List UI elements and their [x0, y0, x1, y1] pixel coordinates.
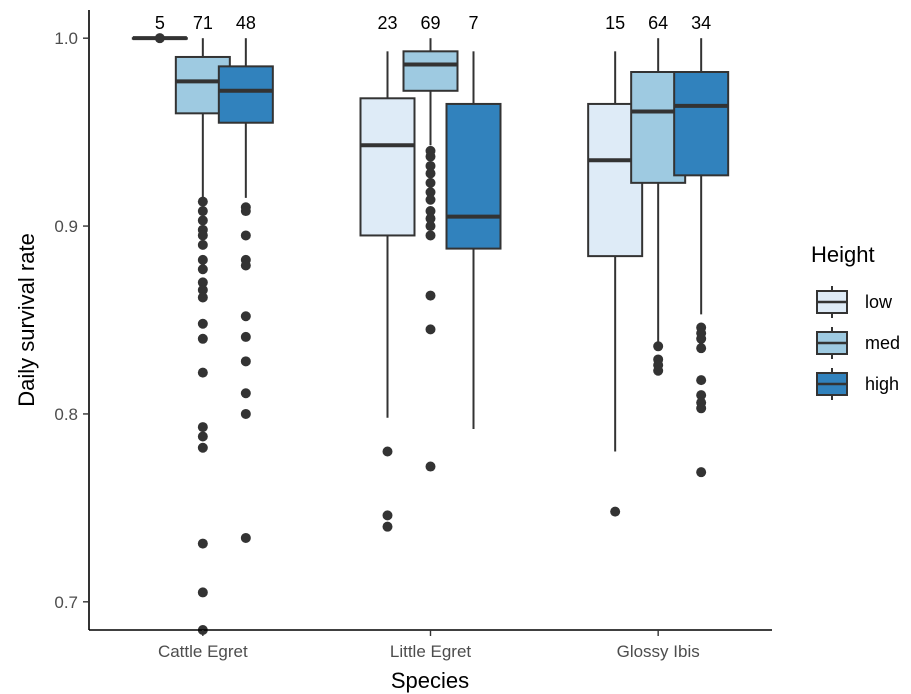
outlier-point — [197, 587, 208, 598]
outlier-point — [197, 196, 208, 207]
outlier-point — [240, 388, 251, 399]
outlier-point — [240, 532, 251, 543]
outlier-point — [696, 467, 707, 478]
y-tick-label: 0.9 — [54, 217, 78, 236]
outlier-point — [425, 168, 436, 179]
box-glossy-ibis-high — [673, 38, 730, 478]
count-label: 7 — [468, 13, 478, 33]
outlier-point — [197, 422, 208, 433]
outlier-point — [197, 277, 208, 288]
outlier-point — [382, 521, 393, 532]
x-axis-ticks: Cattle Egret Little Egret Glossy Ibis — [158, 630, 700, 661]
outlier-point — [197, 333, 208, 344]
x-tick-label: Cattle Egret — [158, 642, 248, 661]
outlier-point — [240, 356, 251, 367]
y-axis-title: Daily survival rate — [14, 233, 39, 407]
outlier-point — [425, 151, 436, 162]
legend-item-med: med — [816, 327, 900, 359]
box-iqr — [673, 71, 730, 177]
outlier-point — [696, 390, 707, 401]
box-cattle-egret-high — [217, 38, 274, 543]
outlier-point — [197, 318, 208, 329]
y-tick-label: 0.8 — [54, 405, 78, 424]
x-axis-title: Species — [391, 668, 469, 693]
outlier-point — [696, 403, 707, 414]
box-cattle-egret-med — [174, 38, 231, 635]
outlier-point — [197, 442, 208, 453]
legend-title: Height — [811, 242, 875, 267]
outlier-point — [197, 254, 208, 265]
outlier-point — [425, 461, 436, 472]
outlier-point — [425, 206, 436, 217]
y-axis-ticks: 0.7 0.8 0.9 1.0 — [54, 29, 89, 612]
outlier-point — [240, 260, 251, 271]
count-label: 69 — [420, 13, 440, 33]
legend-item-high: high — [816, 368, 899, 400]
count-label: 64 — [648, 13, 668, 33]
outlier-point — [425, 230, 436, 241]
outlier-point — [653, 341, 664, 352]
x-tick-label: Little Egret — [390, 642, 472, 661]
outlier-point — [425, 324, 436, 335]
box-little-egret-med — [402, 38, 459, 472]
outlier-point — [653, 365, 664, 376]
count-label: 5 — [155, 13, 165, 33]
legend-label: low — [865, 292, 893, 312]
box-iqr — [402, 50, 459, 92]
outlier-point — [610, 506, 621, 517]
box-cattle-egret-low — [131, 33, 188, 44]
outlier-point — [240, 331, 251, 342]
outlier-point — [240, 408, 251, 419]
outlier-point — [197, 215, 208, 226]
outlier-point — [197, 367, 208, 378]
outlier-point — [197, 239, 208, 250]
outlier-point — [197, 431, 208, 442]
outlier-point — [382, 510, 393, 521]
legend-label: high — [865, 374, 899, 394]
legend: Height low med high — [811, 242, 900, 400]
count-labels: 5 71 48 23 69 7 15 64 34 — [155, 13, 711, 33]
outlier-point — [696, 343, 707, 354]
outlier-point — [197, 206, 208, 217]
outlier-point — [197, 230, 208, 241]
outlier-point — [425, 194, 436, 205]
outlier-point — [197, 284, 208, 295]
axes: 0.7 0.8 0.9 1.0 Cattle Egret Little Egret Glo… — [14, 10, 772, 693]
outlier-point — [425, 221, 436, 232]
y-tick-label: 0.7 — [54, 593, 78, 612]
legend-label: med — [865, 333, 900, 353]
box-iqr — [445, 102, 502, 250]
outlier-point — [197, 264, 208, 275]
legend-item-low: low — [816, 286, 893, 318]
count-label: 15 — [605, 13, 625, 33]
y-tick-label: 1.0 — [54, 29, 78, 48]
box-iqr — [359, 97, 416, 237]
outlier-point — [240, 206, 251, 217]
outlier-point — [425, 290, 436, 301]
outlier-point — [425, 213, 436, 224]
outlier-point — [382, 446, 393, 457]
outlier-point — [240, 311, 251, 322]
outlier-point — [197, 538, 208, 549]
outlier-point — [240, 230, 251, 241]
outlier-point — [696, 333, 707, 344]
count-label: 23 — [377, 13, 397, 33]
outlier-point — [154, 33, 165, 44]
x-tick-label: Glossy Ibis — [617, 642, 700, 661]
plot-area — [131, 33, 730, 635]
box-little-egret-low — [359, 51, 416, 532]
box-iqr — [217, 65, 274, 124]
outlier-point — [696, 375, 707, 386]
outlier-point — [197, 292, 208, 303]
count-label: 48 — [236, 13, 256, 33]
outlier-point — [425, 187, 436, 198]
outlier-point — [425, 177, 436, 188]
outlier-point — [425, 160, 436, 171]
box-little-egret-high — [445, 51, 502, 429]
count-label: 34 — [691, 13, 711, 33]
count-label: 71 — [193, 13, 213, 33]
